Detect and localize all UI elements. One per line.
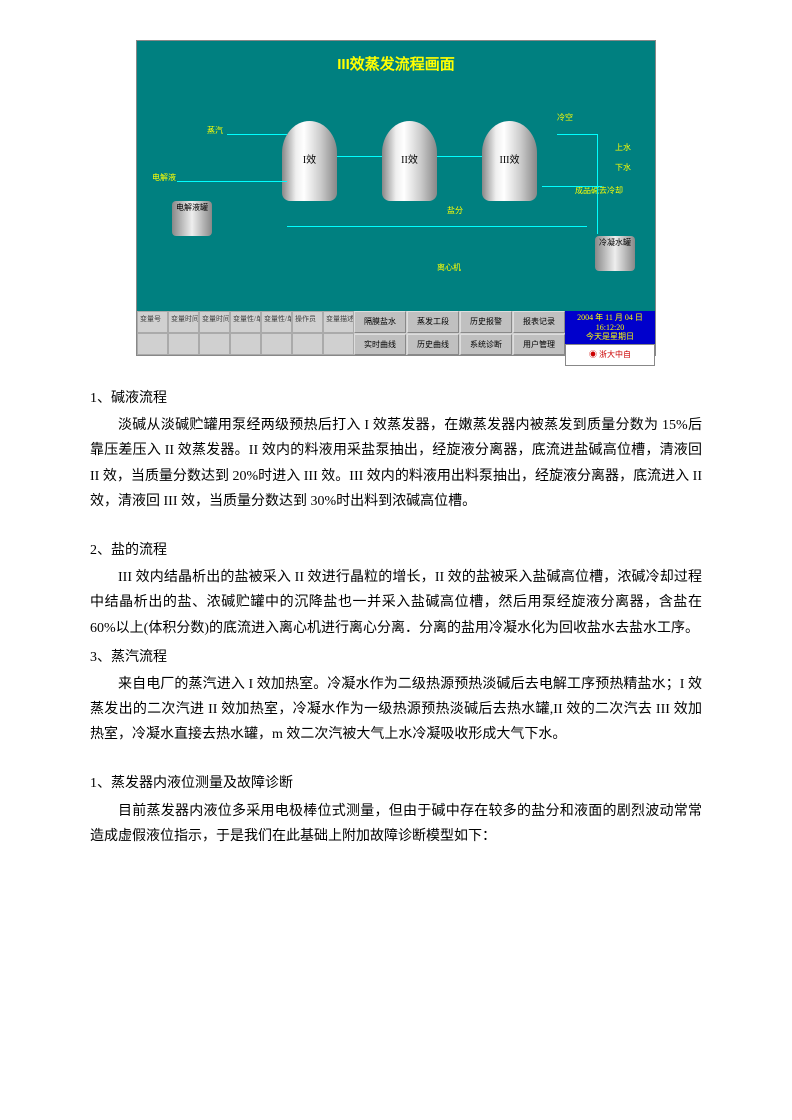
footer-empty-cell	[230, 333, 261, 355]
pipe-label: 盐分	[447, 204, 463, 218]
footer-empty-cell	[199, 333, 230, 355]
footer-empty-cell	[137, 333, 168, 355]
pipe-label: 上水	[615, 141, 631, 155]
pipe-line	[177, 181, 287, 182]
footer-empty-cell	[292, 333, 323, 355]
clock-day: 今天是星期日	[567, 332, 653, 342]
section-3-body: 来自电厂的蒸汽进入 I 效加热室。冷凝水作为二级热源预热淡碱后去电解工序预热精盐…	[90, 672, 702, 748]
diagram-canvas: III效蒸发流程画面 I效II效III效电解液罐冷凝水罐蒸汽电解液上水下水成品碱…	[137, 41, 655, 311]
pipe-line	[437, 156, 482, 157]
footer-logo: ◉ 浙大中自	[565, 344, 655, 366]
diagram-title: III效蒸发流程画面	[147, 51, 645, 78]
pipe-line	[557, 134, 597, 135]
pipe-label: 电解液	[152, 171, 176, 185]
footer-empty-cell	[168, 333, 199, 355]
vessel: II效	[382, 121, 437, 201]
document-text: 1、碱液流程 淡碱从淡碱贮罐用泵经两级预热后打入 I 效蒸发器，在嫩蒸发器内被蒸…	[90, 386, 702, 849]
section-1-header: 1、碱液流程	[90, 386, 702, 411]
vessel: I效	[282, 121, 337, 201]
pipe-line	[287, 226, 587, 227]
footer-button[interactable]: 用户管理	[513, 334, 565, 356]
diagram-body: I效II效III效电解液罐冷凝水罐蒸汽电解液上水下水成品碱去冷却离心机盐分冷空	[147, 86, 645, 316]
pipe-line	[542, 186, 602, 187]
pipe-line	[227, 134, 287, 135]
footer-button[interactable]: 系统诊断	[460, 334, 512, 356]
footer-empty-cell	[261, 333, 292, 355]
footer-buttons: 隔膜盐水蒸发工段历史报警报表记录实时曲线历史曲线系统诊断用户管理	[354, 311, 565, 355]
section-3-header: 3、蒸汽流程	[90, 645, 702, 670]
section-4-header: 1、蒸发器内液位测量及故障诊断	[90, 771, 702, 796]
section-2-header: 2、盐的流程	[90, 538, 702, 563]
tank: 电解液罐	[172, 201, 212, 236]
footer-button[interactable]: 实时曲线	[354, 334, 406, 356]
section-2-body: III 效内结晶析出的盐被采入 II 效进行晶粒的增长，II 效的盐被采入盐碱高…	[90, 565, 702, 641]
footer-button[interactable]: 历史曲线	[407, 334, 459, 356]
pipe-label: 蒸汽	[207, 124, 223, 138]
clock-time: 16:12:20	[567, 323, 653, 333]
diagram-footer: 变量号变量时间变量时间变量性/单位变量性/单位操作员变量描述 隔膜盐水蒸发工段历…	[137, 311, 655, 355]
pipe-label: 冷空	[557, 111, 573, 125]
process-diagram: III效蒸发流程画面 I效II效III效电解液罐冷凝水罐蒸汽电解液上水下水成品碱…	[136, 40, 656, 356]
pipe-line	[337, 156, 382, 157]
vessel: III效	[482, 121, 537, 201]
section-1-body: 淡碱从淡碱贮罐用泵经两级预热后打入 I 效蒸发器，在嫩蒸发器内被蒸发到质量分数为…	[90, 413, 702, 514]
pipe-label: 下水	[615, 161, 631, 175]
section-4-body: 目前蒸发器内液位多采用电极棒位式测量，但由于碱中存在较多的盐分和液面的剧烈波动常…	[90, 799, 702, 849]
pipe-line	[597, 134, 598, 234]
footer-empty-cell	[323, 333, 354, 355]
footer-table: 变量号变量时间变量时间变量性/单位变量性/单位操作员变量描述	[137, 311, 354, 355]
pipe-label: 离心机	[437, 261, 461, 275]
tank: 冷凝水罐	[595, 236, 635, 271]
